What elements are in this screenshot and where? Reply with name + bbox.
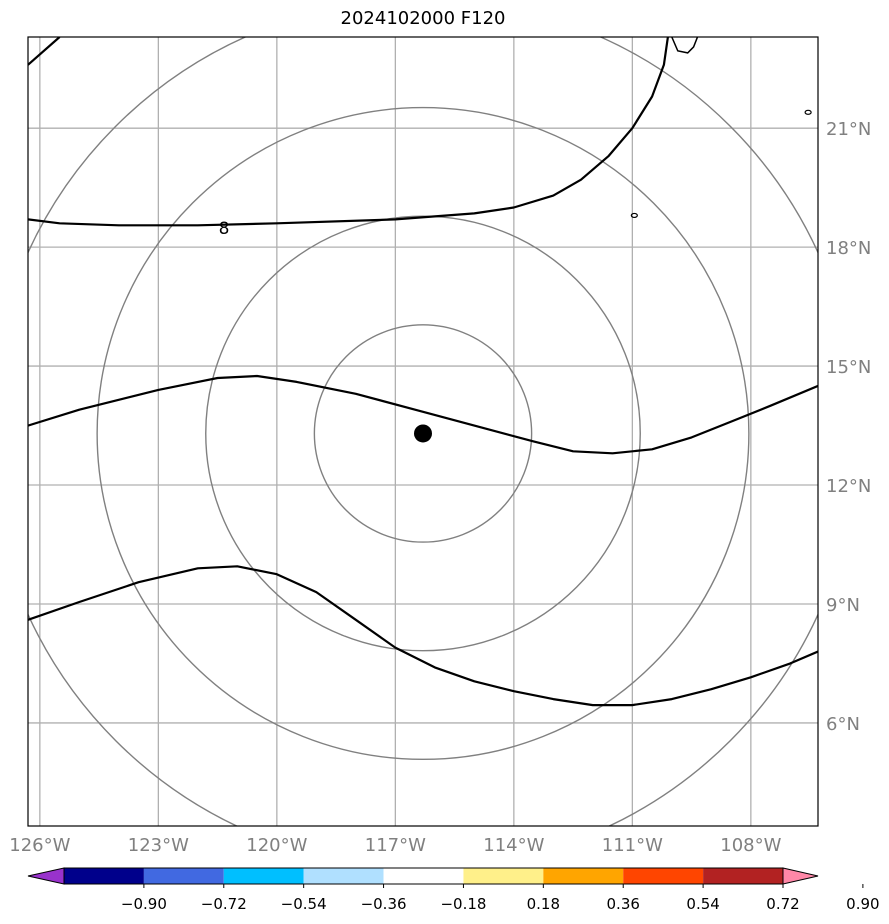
latitude-label: 18°N: [826, 238, 871, 259]
longitude-labels: 126°W 123°W 120°W 117°W 114°W 111°W 108°W: [9, 835, 781, 856]
colorbar-segment: [143, 868, 224, 884]
longitude-label: 111°W: [602, 835, 663, 856]
colorbar-tick-label: 0.54: [686, 895, 719, 913]
colorbar-segment: [303, 868, 384, 884]
longitude-label: 117°W: [365, 835, 426, 856]
colorbar-segment: [64, 868, 144, 884]
latitude-label: 15°N: [826, 357, 871, 378]
colorbar-tick-label: 0.90: [846, 895, 879, 913]
colorbar-tick-label: −0.18: [440, 895, 486, 913]
colorbar-segment: [623, 868, 704, 884]
colorbar-tick-labels: −0.90 −0.72 −0.54 −0.36 −0.18 0.18 0.36 0.54 0.7…: [121, 884, 880, 913]
colorbar-segment: [383, 868, 464, 884]
colorbar-tick-label: −0.54: [281, 895, 327, 913]
contour-line: [28, 37, 61, 66]
island: [630, 212, 638, 219]
latitude-label: 21°N: [826, 119, 871, 140]
contour-line: [28, 565, 818, 707]
range-ring: [96, 106, 750, 761]
colorbar-segment: [463, 868, 544, 884]
coastline-baja: [671, 37, 699, 54]
contour-lines: [28, 37, 818, 707]
contour-label: 8: [219, 219, 230, 239]
lat-lon-grid: [28, 37, 818, 826]
colorbar-tick-label: 0.36: [607, 895, 640, 913]
contour-line: [28, 374, 818, 455]
colorbar-tick-label: 0.72: [766, 895, 799, 913]
latitude-label: 12°N: [826, 476, 871, 497]
longitude-label: 120°W: [246, 835, 307, 856]
latitude-labels: 6°N 9°N 12°N 15°N 18°N 21°N: [826, 119, 871, 735]
colorbar-tick-label: −0.36: [361, 895, 407, 913]
longitude-label: 123°W: [128, 835, 189, 856]
island: [804, 109, 812, 115]
longitude-label: 126°W: [9, 835, 70, 856]
range-ring: [313, 324, 533, 543]
colorbar-segment: [703, 868, 783, 884]
colorbar-frame: [63, 867, 784, 885]
colorbar-segment: [543, 868, 624, 884]
storm-center-marker: [414, 424, 432, 443]
colorbar-tick-label: −0.72: [201, 895, 247, 913]
colorbar-segment: [223, 868, 304, 884]
colorbar-tick-label: 0.18: [527, 895, 560, 913]
coastline: [630, 37, 812, 219]
latitude-label: 6°N: [826, 714, 860, 735]
longitude-label: 114°W: [483, 835, 544, 856]
colorbar-tick-label: −0.90: [121, 895, 167, 913]
contour-line: [28, 37, 669, 227]
colorbar: [27, 867, 819, 885]
colorbar-extend-low: [27, 867, 65, 885]
map-title: 2024102000 F120: [340, 8, 506, 29]
colorbar-extend-high: [782, 867, 819, 885]
plot-frame: [27, 36, 819, 827]
latitude-label: 9°N: [826, 595, 860, 616]
longitude-label: 108°W: [720, 835, 781, 856]
